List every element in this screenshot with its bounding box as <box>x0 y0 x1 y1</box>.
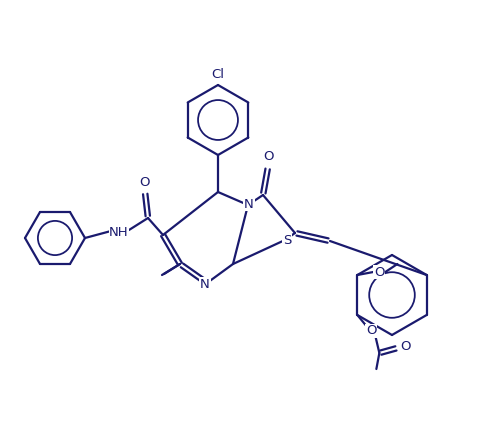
Text: S: S <box>283 235 291 248</box>
Text: NH: NH <box>109 226 129 238</box>
Text: Cl: Cl <box>212 69 225 82</box>
Text: O: O <box>400 340 410 353</box>
Text: N: N <box>200 277 210 290</box>
Text: O: O <box>374 266 384 279</box>
Text: N: N <box>244 197 254 210</box>
Text: O: O <box>264 150 274 163</box>
Text: O: O <box>366 324 377 337</box>
Text: O: O <box>140 175 150 188</box>
